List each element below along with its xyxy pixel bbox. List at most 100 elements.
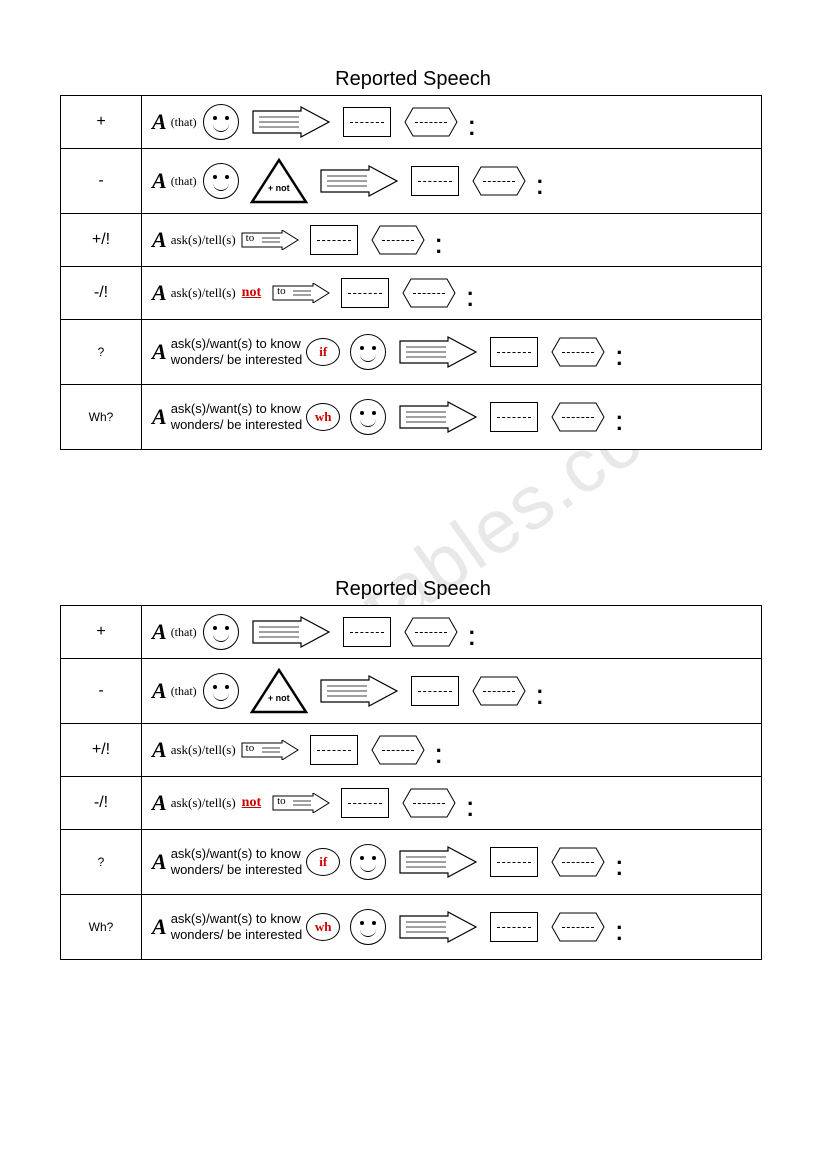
arrow-icon: to [240, 740, 300, 760]
blank-hex [550, 846, 606, 878]
verb-phrase: ask(s)/tell(s) [171, 742, 236, 758]
row-symbol: - [61, 149, 142, 213]
row-symbol: Wh? [61, 385, 142, 449]
grammar-table: + A(that) .. - A(that) + not .. +/! Aask… [60, 605, 762, 960]
page: ESLprintables.com Reported Speech + A(th… [0, 0, 826, 1169]
blank-rect [310, 225, 358, 255]
smiley-icon [350, 399, 386, 435]
row-content: Aask(s)/want(s) to knowwonders/ be inter… [142, 895, 761, 959]
that-label: (that) [171, 115, 197, 130]
dots-icon: .. [467, 282, 473, 304]
connector-oval: wh [306, 913, 340, 941]
table-row: -/! Aask(s)/tell(s)not to .. [61, 777, 761, 830]
arrow-icon [398, 335, 478, 369]
dots-icon: .. [469, 111, 475, 133]
triangle-icon: + not [249, 667, 309, 715]
table-row: + A(that) .. [61, 96, 761, 149]
blank-rect [490, 337, 538, 367]
row-symbol: Wh? [61, 895, 142, 959]
blank-rect [310, 735, 358, 765]
blank-hex [403, 616, 459, 648]
blank-hex [370, 734, 426, 766]
blank-rect [343, 107, 391, 137]
blank-hex [550, 911, 606, 943]
blank-rect [341, 788, 389, 818]
smiley-icon [203, 104, 239, 140]
row-content: Aask(s)/want(s) to knowwonders/ be inter… [142, 320, 761, 384]
verb-phrase: ask(s)/tell(s) [171, 285, 236, 301]
verb-phrase: ask(s)/tell(s) [171, 232, 236, 248]
dots-icon: .. [469, 621, 475, 643]
arrow-icon: to [271, 793, 331, 813]
table-row: ? Aask(s)/want(s) to knowwonders/ be int… [61, 830, 761, 895]
row-content: A(that) + not .. [142, 659, 761, 723]
dots-icon: .. [436, 229, 442, 251]
page-title: Reported Speech [0, 68, 826, 91]
blank-rect [490, 847, 538, 877]
row-content: Aask(s)/tell(s)not to .. [142, 267, 761, 319]
table-row: Wh? Aask(s)/want(s) to knowwonders/ be i… [61, 385, 761, 449]
blank-rect [411, 676, 459, 706]
not-label: not [242, 285, 261, 301]
blank-hex [401, 277, 457, 309]
arrow-icon [251, 615, 331, 649]
verb-phrase: ask(s)/want(s) to knowwonders/ be intere… [171, 401, 303, 432]
connector-oval: if [306, 338, 340, 366]
arrow-icon [398, 845, 478, 879]
verb-phrase: ask(s)/want(s) to knowwonders/ be intere… [171, 336, 303, 367]
row-symbol: +/! [61, 724, 142, 776]
dots-icon: .. [537, 170, 543, 192]
row-content: A(that) .. [142, 606, 761, 658]
row-symbol: -/! [61, 777, 142, 829]
arrow-icon: to [271, 283, 331, 303]
table-row: + A(that) .. [61, 606, 761, 659]
reporter-a: A [152, 404, 167, 430]
blank-rect [341, 278, 389, 308]
row-content: A (that) + not .. [142, 149, 761, 213]
row-symbol: + [61, 606, 142, 658]
connector-oval: wh [306, 403, 340, 431]
row-symbol: +/! [61, 214, 142, 266]
reporter-a: A [152, 737, 167, 763]
table-row: ? Aask(s)/want(s) to knowwonders/ be int… [61, 320, 761, 385]
that-label: (that) [171, 625, 197, 640]
blank-rect [343, 617, 391, 647]
dots-icon: .. [436, 739, 442, 761]
row-symbol: ? [61, 320, 142, 384]
reporter-a: A [152, 678, 167, 704]
arrow-icon [251, 105, 331, 139]
reporter-a: A [152, 849, 167, 875]
reporter-a: A [152, 109, 167, 135]
blank-hex [403, 106, 459, 138]
smiley-icon [203, 614, 239, 650]
arrow-icon [319, 674, 399, 708]
table-row: +/! Aask(s)/tell(s) to .. [61, 214, 761, 267]
table-row: Wh? Aask(s)/want(s) to knowwonders/ be i… [61, 895, 761, 959]
smiley-icon [350, 334, 386, 370]
arrow-icon [398, 400, 478, 434]
smiley-icon [203, 673, 239, 709]
reporter-a: A [152, 227, 167, 253]
arrow-icon [319, 164, 399, 198]
blank-rect [490, 402, 538, 432]
row-content: Aask(s)/want(s) to knowwonders/ be inter… [142, 830, 761, 894]
triangle-icon: + not [249, 157, 309, 205]
reporter-a: A [152, 339, 167, 365]
that-label: (that) [171, 174, 197, 189]
row-content: Aask(s)/tell(s) to .. [142, 724, 761, 776]
blank-hex [471, 675, 527, 707]
reporter-a: A [152, 790, 167, 816]
dots-icon: .. [467, 792, 473, 814]
smiley-icon [350, 909, 386, 945]
blank-hex [550, 336, 606, 368]
blank-rect [411, 166, 459, 196]
verb-phrase: ask(s)/want(s) to knowwonders/ be intere… [171, 846, 303, 877]
row-symbol: - [61, 659, 142, 723]
smiley-icon [203, 163, 239, 199]
table-row: - A(that) + not .. [61, 659, 761, 724]
table-row: -/! Aask(s)/tell(s)not to .. [61, 267, 761, 320]
reporter-a: A [152, 168, 167, 194]
blank-hex [471, 165, 527, 197]
page-title: Reported Speech [0, 578, 826, 601]
arrow-icon [398, 910, 478, 944]
